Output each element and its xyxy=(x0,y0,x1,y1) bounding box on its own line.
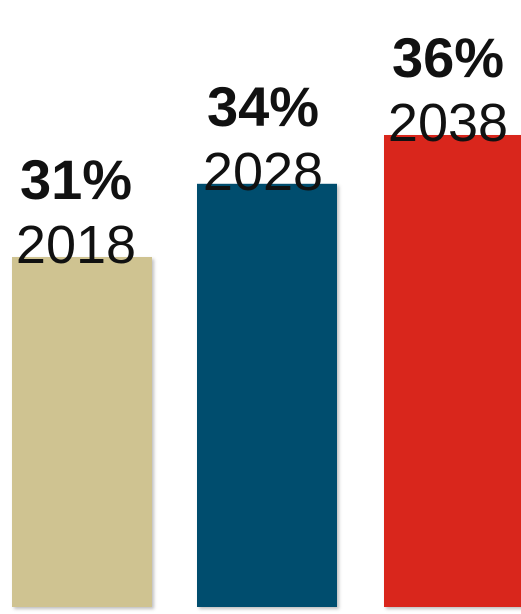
value-label-2038: 36% xyxy=(392,26,504,89)
category-label-2028: 2028 xyxy=(203,142,323,202)
bar-2038 xyxy=(384,135,521,607)
value-label-2018: 31% xyxy=(20,148,132,211)
bar-2018 xyxy=(12,257,152,607)
value-label-2028: 34% xyxy=(207,75,319,138)
bars xyxy=(12,135,521,608)
category-label-2038: 2038 xyxy=(388,93,508,153)
category-label-2018: 2018 xyxy=(16,215,136,275)
bar-2028 xyxy=(197,183,337,608)
labels: 31%2018 34%2028 36%2038 xyxy=(16,26,508,275)
